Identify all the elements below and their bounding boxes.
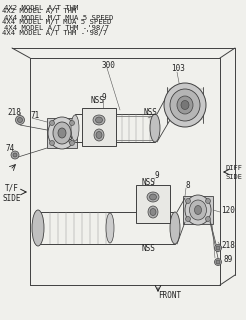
Text: SIDE: SIDE [226, 174, 243, 180]
Text: 8: 8 [186, 180, 190, 189]
Text: T/F: T/F [5, 183, 19, 193]
Ellipse shape [94, 129, 104, 141]
Text: 300: 300 [101, 60, 115, 69]
Text: SIDE: SIDE [3, 194, 21, 203]
Ellipse shape [147, 192, 159, 202]
Ellipse shape [70, 140, 75, 146]
Text: NSS: NSS [141, 244, 155, 252]
Text: 89: 89 [223, 255, 233, 265]
Ellipse shape [106, 213, 114, 243]
Ellipse shape [96, 132, 102, 139]
Text: 4X2 MODEL A/T THM: 4X2 MODEL A/T THM [2, 8, 76, 14]
Ellipse shape [164, 83, 206, 127]
Text: NSS: NSS [143, 108, 157, 116]
Text: 71: 71 [30, 110, 40, 119]
Text: 4X4 MODEL A/T THM -'98/7: 4X4 MODEL A/T THM -'98/7 [4, 25, 109, 31]
Text: 120: 120 [221, 205, 235, 214]
Ellipse shape [215, 244, 221, 252]
Ellipse shape [11, 151, 19, 159]
Text: NSS: NSS [90, 123, 102, 129]
Ellipse shape [150, 209, 156, 215]
Text: 218: 218 [221, 241, 235, 250]
Ellipse shape [177, 96, 193, 114]
Ellipse shape [70, 121, 75, 125]
Text: 4X4 MODEL M/T MUA 5 SPEED: 4X4 MODEL M/T MUA 5 SPEED [2, 19, 111, 25]
Ellipse shape [216, 260, 220, 264]
Ellipse shape [95, 117, 103, 123]
Ellipse shape [215, 259, 221, 266]
Text: NSS: NSS [144, 197, 156, 203]
Ellipse shape [150, 194, 156, 200]
Text: NSS: NSS [90, 95, 104, 105]
Ellipse shape [48, 117, 76, 149]
Ellipse shape [216, 246, 220, 250]
Ellipse shape [170, 89, 200, 121]
Text: 4X4 MODEL M/T MUA 5 SPEED: 4X4 MODEL M/T MUA 5 SPEED [4, 15, 113, 21]
Ellipse shape [205, 217, 211, 221]
Ellipse shape [15, 116, 25, 124]
Ellipse shape [185, 195, 211, 225]
Ellipse shape [189, 200, 206, 220]
Bar [82, 108, 116, 146]
Ellipse shape [53, 122, 71, 144]
Text: 8: 8 [68, 135, 72, 145]
Text: 9: 9 [102, 92, 106, 101]
Ellipse shape [170, 212, 180, 244]
Ellipse shape [195, 205, 201, 214]
Ellipse shape [93, 115, 105, 125]
Bar [136, 185, 170, 223]
Ellipse shape [185, 198, 190, 204]
Ellipse shape [71, 115, 79, 141]
Ellipse shape [181, 100, 189, 109]
Ellipse shape [205, 198, 211, 204]
Ellipse shape [32, 210, 44, 246]
Ellipse shape [148, 206, 158, 218]
Ellipse shape [49, 121, 55, 125]
Text: 103: 103 [171, 63, 185, 73]
Text: NSS: NSS [141, 178, 155, 187]
Text: 218: 218 [7, 108, 21, 116]
Text: 9: 9 [155, 171, 159, 180]
Text: FRONT: FRONT [158, 291, 182, 300]
Text: 74: 74 [5, 143, 15, 153]
Text: 4X4 MODEL A/T THM -'98/7: 4X4 MODEL A/T THM -'98/7 [2, 30, 107, 36]
Text: 4X2 MODEL A/T THM: 4X2 MODEL A/T THM [4, 5, 78, 11]
Ellipse shape [150, 114, 160, 142]
Bar [183, 196, 213, 224]
Text: DIFF: DIFF [226, 165, 243, 171]
Ellipse shape [49, 140, 55, 146]
Bar [47, 118, 77, 148]
Ellipse shape [58, 128, 66, 138]
Ellipse shape [17, 117, 22, 123]
Ellipse shape [185, 217, 190, 221]
Ellipse shape [13, 153, 17, 157]
